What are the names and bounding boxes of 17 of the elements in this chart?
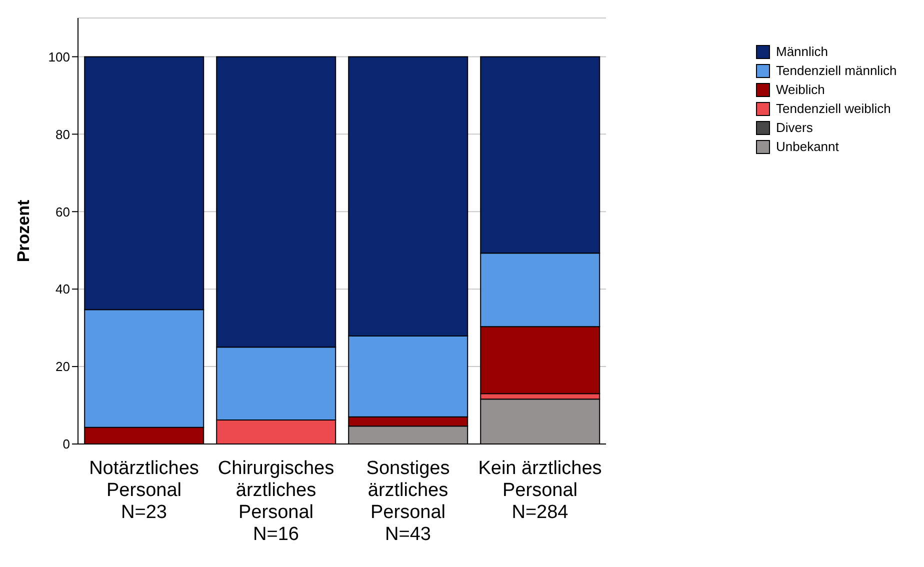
x-tick-label: Chirurgisches ärztliches Personal N=16 bbox=[218, 458, 334, 545]
y-tick-label: 20 bbox=[56, 359, 70, 374]
legend-label: Divers bbox=[776, 119, 813, 137]
y-tick-label: 80 bbox=[56, 126, 70, 142]
y-tick-label: 100 bbox=[48, 49, 70, 64]
y-tick-label: 0 bbox=[62, 436, 70, 452]
x-tick-label: Notärztliches Personal N=23 bbox=[89, 458, 199, 523]
y-axis-title: Prozent bbox=[14, 199, 34, 262]
legend-label: Tendenziell männlich bbox=[776, 62, 897, 80]
y-tick-label: 40 bbox=[56, 282, 70, 297]
y-tick-label: 60 bbox=[56, 204, 70, 220]
legend-label: Unbekannt bbox=[776, 138, 839, 156]
legend-label: Weiblich bbox=[776, 81, 825, 99]
x-tick-label: Kein ärztliches Personal N=284 bbox=[478, 458, 602, 523]
x-tick-label: Sonstiges ärztliches Personal N=43 bbox=[366, 458, 450, 545]
legend-label: Männlich bbox=[776, 43, 828, 61]
legend-label: Tendenziell weiblich bbox=[776, 100, 891, 118]
